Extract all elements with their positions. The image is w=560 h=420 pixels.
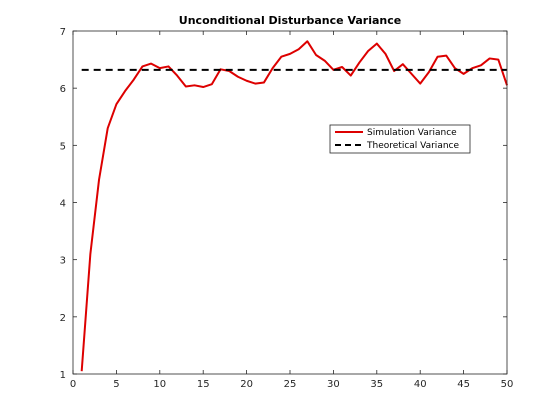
y-axis: 1 2 3 4 5 6 7 bbox=[60, 27, 507, 381]
y-tick-label: 4 bbox=[60, 199, 66, 210]
chart-title: Unconditional Disturbance Variance bbox=[179, 14, 401, 27]
y-tick-label: 3 bbox=[60, 256, 66, 267]
y-tick-label: 2 bbox=[60, 313, 66, 324]
legend: Simulation Variance Theoretical Variance bbox=[329, 124, 471, 154]
plot-lines bbox=[80, 40, 508, 372]
series-line-simulation-variance bbox=[80, 40, 508, 372]
x-tick-label: 35 bbox=[370, 379, 383, 390]
x-tick-label: 30 bbox=[327, 379, 340, 390]
legend-label-theoretical: Theoretical Variance bbox=[366, 141, 459, 151]
y-tick-label: 6 bbox=[60, 84, 66, 95]
x-axis: 0 5 10 15 20 25 30 35 40 45 50 bbox=[70, 31, 514, 390]
legend-label-simulation: Simulation Variance bbox=[367, 128, 457, 138]
x-tick-label: 0 bbox=[70, 379, 76, 390]
y-tick-label: 7 bbox=[60, 27, 66, 38]
x-tick-label: 10 bbox=[153, 379, 166, 390]
legend-box bbox=[329, 124, 471, 154]
x-tick-label: 15 bbox=[197, 379, 210, 390]
x-tick-label: 45 bbox=[457, 379, 470, 390]
y-tick-label: 5 bbox=[60, 141, 66, 152]
x-tick-label: 40 bbox=[414, 379, 427, 390]
y-tick-label: 1 bbox=[60, 370, 66, 381]
axes-background bbox=[73, 31, 507, 374]
x-tick-label: 50 bbox=[501, 379, 514, 390]
x-tick-label: 5 bbox=[113, 379, 119, 390]
x-tick-label: 25 bbox=[284, 379, 297, 390]
x-tick-label: 20 bbox=[240, 379, 253, 390]
